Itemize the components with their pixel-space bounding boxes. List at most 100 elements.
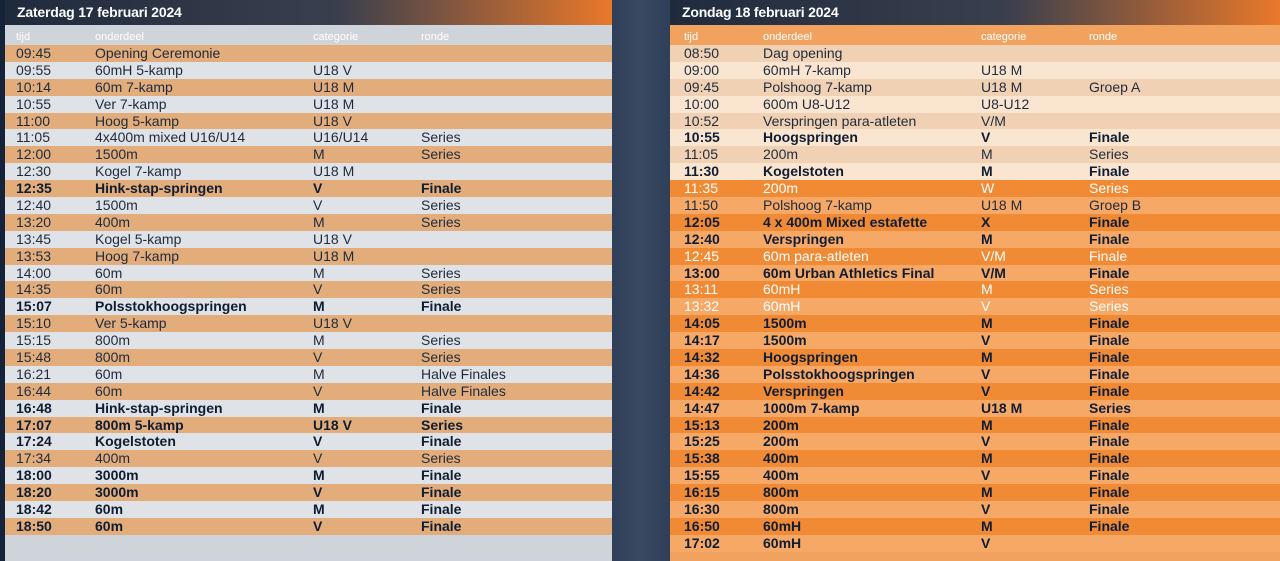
round-cell: Series [421,332,461,349]
event-cell: 800m [763,484,799,501]
schedule-row: 18:42 60m M Finale [5,501,612,518]
time-cell: 15:07 [16,298,52,315]
category-cell: V [313,382,323,399]
schedule-row: 16:44 60m V Halve Finales [5,382,612,400]
schedule-row: 11:00 Hoog 5-kamp U18 V [5,112,612,130]
column-header-category: categorie [313,31,359,43]
sunday-title: Zondag 18 februari 2024 [670,0,1280,25]
schedule-row: 12:40 Verspringen M Finale [670,230,1280,248]
schedule-row: 14:05 1500m M Finale [670,315,1280,333]
schedule-row: 09:55 60mH 5-kamp U18 V [5,61,612,79]
round-cell: Finale [1089,230,1130,247]
time-cell: 16:48 [16,399,52,416]
category-cell: M [313,365,325,382]
event-cell: 60mH 7-kamp [763,61,851,78]
round-cell: Finale [1089,467,1130,484]
category-cell: M [313,332,325,349]
event-cell: 800m [95,349,131,366]
category-cell: M [981,450,993,467]
time-cell: 15:25 [684,433,720,450]
time-cell: 18:50 [16,517,52,534]
event-cell: 60mH [763,281,801,298]
schedule-row: 13:53 Hoog 7-kamp U18 M [5,247,612,265]
event-cell: 60mH [763,534,802,551]
round-cell: Series [421,450,461,467]
event-cell: Ver 7-kamp [95,95,167,112]
round-cell: Series [421,146,461,163]
round-cell: Finale [1089,163,1130,180]
time-cell: 16:44 [16,382,52,399]
time-cell: 12:05 [684,213,720,230]
schedule-row: 10:14 60m 7-kamp U18 M [5,78,612,96]
round-cell: Series [1089,180,1129,197]
schedule-row: 11:05 4x400m mixed U16/U14 U16/U14 Series [5,129,612,147]
schedule-row: 14:35 60m V Series [5,281,612,299]
event-cell: Kogelstoten [95,433,176,450]
round-cell: Finale [1089,213,1130,230]
column-header-time: tijd [684,31,699,43]
category-cell: U18 M [981,399,1023,416]
time-cell: 10:14 [16,78,52,95]
category-cell: W [981,180,995,197]
schedule-row: 17:02 60mH V [670,534,1280,552]
event-cell: Hink-stap-springen [95,399,223,416]
schedule-row: 14:00 60m M Series [5,264,612,282]
round-cell: Series [421,281,461,298]
schedule-row: 15:48 800m V Series [5,349,612,366]
schedule-row: 11:35 200m W Series [670,180,1280,198]
event-cell: 1500m [763,315,807,332]
event-cell: Ver 5-kamp [95,315,167,332]
event-cell: Hoogspringen [763,349,858,366]
time-cell: 14:05 [684,315,720,332]
schedule-row: 13:11 60mH M Series [670,281,1280,299]
event-cell: Hoog 5-kamp [95,112,180,129]
category-cell: M [313,399,325,416]
time-cell: 12:45 [684,247,720,264]
time-cell: 15:38 [684,450,720,467]
category-cell: M [981,163,993,180]
round-cell: Finale [421,517,462,534]
category-cell: V [981,129,991,146]
schedule-row: 16:15 800m M Finale [670,484,1280,502]
event-cell: 60m [95,382,123,399]
time-cell: 15:15 [16,332,52,349]
category-cell: V [313,450,323,467]
sunday-rows: 08:50 Dag opening 09:00 60mH 7-kamp U18 M 09:… [670,45,1280,552]
category-cell: U18 M [313,95,355,112]
round-cell: Series [1089,399,1132,416]
time-cell: 17:34 [16,450,52,467]
category-cell: V [981,534,991,551]
time-cell: 10:55 [16,95,52,112]
time-cell: 12:30 [16,163,52,180]
category-cell: M [981,315,993,332]
schedule-row: 12:45 60m para-atleten V/M Finale [670,247,1280,265]
saturday-title: Zaterdag 17 februari 2024 [5,0,612,25]
time-cell: 10:00 [684,95,720,112]
schedule-row: 12:00 1500m M Series [5,146,612,164]
round-cell: Finale [1089,315,1130,332]
round-cell: Finale [1089,416,1130,433]
time-cell: 09:00 [684,61,720,78]
schedule-row: 09:00 60mH 7-kamp U18 M [670,61,1280,79]
event-cell: 60m [95,365,123,382]
time-cell: 12:35 [16,180,52,197]
round-cell: Series [421,264,461,281]
time-cell: 17:07 [16,416,52,433]
event-cell: 3000m [95,467,139,484]
category-cell: V [313,180,323,197]
time-cell: 09:55 [16,61,52,78]
time-cell: 16:21 [16,365,52,382]
event-cell: 60m [95,517,124,534]
event-cell: 200m [763,433,799,450]
category-cell: V [313,433,323,450]
event-cell: 200m [763,146,799,163]
category-cell: M [981,349,993,366]
schedule-row: 15:25 200m V Finale [670,433,1280,451]
schedule-row: 15:38 400m M Finale [670,450,1280,468]
category-cell: M [981,517,993,534]
time-cell: 13:53 [16,247,52,264]
category-cell: M [981,230,993,247]
time-cell: 11:35 [684,180,718,197]
round-cell: Finale [421,484,462,501]
event-cell: Hoog 7-kamp [95,247,180,264]
